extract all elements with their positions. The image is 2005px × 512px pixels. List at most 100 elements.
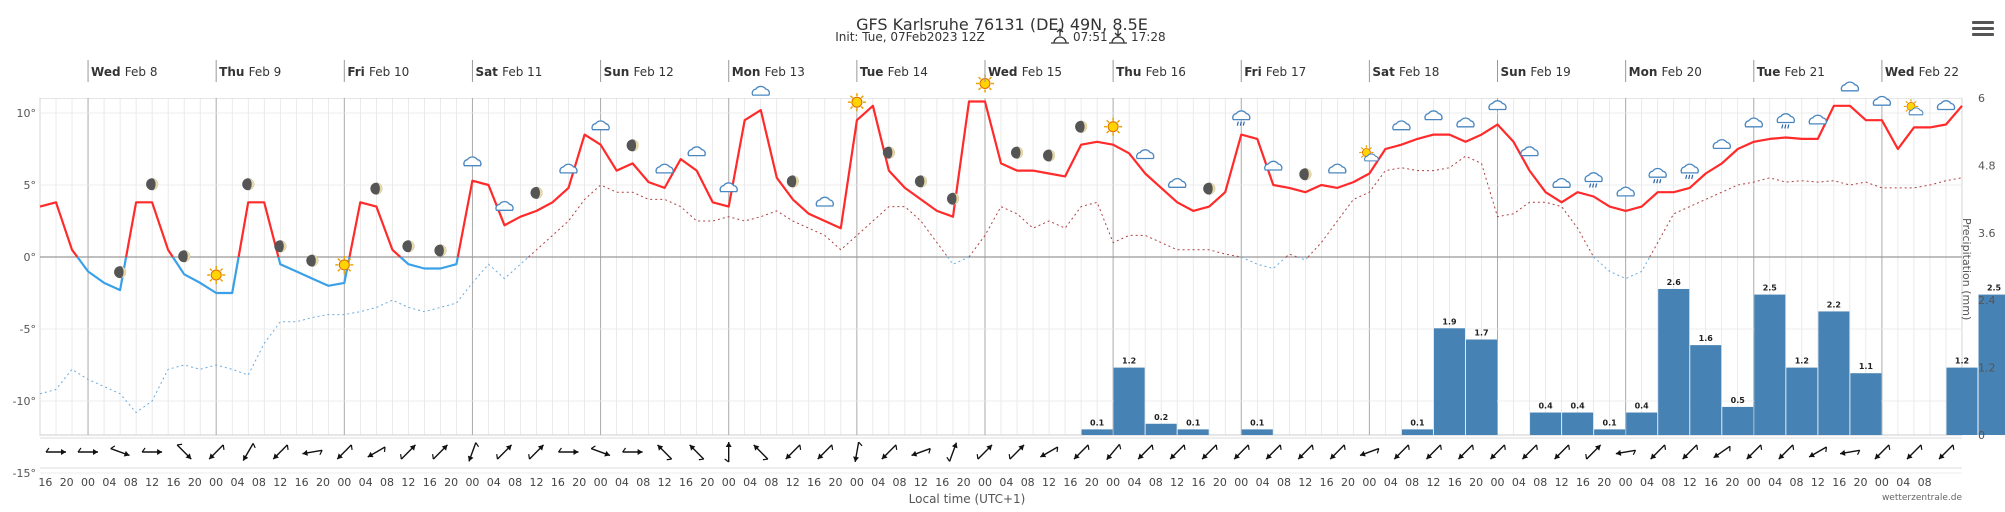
moon-icon — [242, 178, 255, 191]
moon-icon — [402, 240, 415, 253]
wind-arrow-icon — [657, 444, 673, 461]
cloud-icon — [1456, 117, 1475, 128]
hour-tick-label: 08 — [1277, 476, 1291, 489]
precip-value-label: 0.4 — [1571, 402, 1586, 411]
hour-tick-label: 00 — [1234, 476, 1248, 489]
precip-value-label: 1.7 — [1474, 329, 1488, 338]
moon-disc — [947, 192, 959, 205]
sunset-time: 17:28 — [1131, 30, 1166, 44]
day-label: Sat Feb 18 — [1372, 65, 1439, 79]
hour-tick-label: 04 — [1256, 476, 1270, 489]
hour-tick-label: 16 — [1063, 476, 1077, 489]
hour-tick-label: 16 — [38, 476, 52, 489]
cloud-shape — [1680, 163, 1699, 174]
hour-tick-label: 20 — [572, 476, 586, 489]
cloud-icon — [495, 200, 514, 211]
cloud-icon — [1616, 186, 1635, 197]
hour-tick-label: 08 — [893, 476, 907, 489]
temp-tick-label: 10° — [17, 107, 37, 120]
wind-barb — [1952, 444, 1955, 450]
moon-icon — [1203, 182, 1216, 195]
wind-barb — [1215, 444, 1218, 450]
sun-ray — [219, 268, 224, 272]
wind-arrow-icon — [176, 443, 192, 460]
sun-ray — [1360, 155, 1364, 159]
wind-head — [1330, 453, 1336, 460]
cloud-icon — [1264, 160, 1283, 171]
hour-tick-label: 12 — [1811, 476, 1825, 489]
hour-tick-label: 20 — [1597, 476, 1611, 489]
sunrise-icon — [1051, 28, 1069, 44]
temp-tick-label: -5° — [20, 323, 36, 336]
moon-icon — [114, 266, 127, 279]
precip-bar — [1626, 412, 1658, 435]
wind-arrow-icon — [1650, 444, 1667, 460]
hour-tick-label: 16 — [1448, 476, 1462, 489]
wind-barb — [622, 447, 627, 453]
rain-drop — [1653, 179, 1656, 184]
wind-barb — [177, 443, 183, 446]
wind-barb — [1888, 444, 1891, 450]
hour-tick-label: 12 — [1683, 476, 1697, 489]
hour-tick-label: 00 — [465, 476, 479, 489]
hour-tick-label: 16 — [1576, 476, 1590, 489]
wind-arrow-icon — [1585, 444, 1602, 460]
cloud-shape — [1264, 160, 1283, 171]
wind-arrow-icon — [1201, 444, 1218, 460]
hour-tick-label: 04 — [615, 476, 629, 489]
hour-tick-label: 20 — [444, 476, 458, 489]
wind-arrow-icon — [1554, 444, 1570, 460]
wind-head — [637, 449, 643, 455]
day-label: Wed Feb 22 — [1885, 65, 1959, 79]
hour-tick-label: 20 — [316, 476, 330, 489]
wind-arrow-icon — [1425, 444, 1442, 460]
moon-crescent — [792, 175, 799, 188]
hour-tick-label: 04 — [1127, 476, 1141, 489]
wind-arrow-icon — [1106, 443, 1122, 461]
sun-ray — [348, 268, 352, 272]
wind-arrow-icon — [1615, 449, 1637, 456]
hour-tick-label: 16 — [679, 476, 693, 489]
moon-disc — [146, 178, 159, 191]
precip-bar — [1145, 423, 1177, 435]
wind-head — [911, 450, 918, 457]
cloud-shape — [751, 85, 770, 96]
moon-disc — [434, 244, 447, 257]
precip-bar — [1754, 294, 1786, 435]
day-label: Tue Feb 14 — [860, 65, 928, 79]
sun-ray — [1116, 119, 1120, 123]
wind-arrow-icon — [1297, 444, 1314, 460]
rain-icon — [1584, 172, 1603, 188]
hamburger-menu-icon[interactable] — [1972, 18, 1994, 40]
wind-arrow-icon — [558, 447, 579, 455]
hour-tick-label: 04 — [359, 476, 373, 489]
wind-arrow-icon — [1906, 444, 1923, 460]
wind-arrow-icon — [689, 444, 705, 461]
precip-bar — [1433, 328, 1465, 435]
sun-icon — [1104, 117, 1123, 136]
moon-crescent — [1081, 120, 1088, 133]
wind-arrow-icon — [1265, 444, 1282, 460]
wind-arrow-icon — [1808, 446, 1828, 458]
hour-tick-label: 16 — [1832, 476, 1846, 489]
precip-bar — [1946, 367, 1978, 435]
hour-tick-label: 12 — [145, 476, 159, 489]
wind-barb — [1311, 444, 1314, 450]
wind-head — [1522, 453, 1529, 460]
wind-barb — [558, 447, 562, 453]
cloud-shape — [1872, 95, 1892, 106]
rain-icon — [1648, 167, 1667, 184]
cloud-shape — [1488, 100, 1507, 111]
wind-head — [123, 450, 130, 457]
cloud-shape — [1364, 153, 1379, 162]
wind-barb — [528, 454, 531, 460]
wind-barb — [698, 458, 704, 461]
hour-tick-label: 16 — [1704, 476, 1718, 489]
dewpoint-line-warm — [528, 184, 949, 258]
cloud-icon — [1364, 153, 1379, 162]
cloud-icon — [1908, 107, 1924, 116]
sun-ray — [988, 76, 992, 80]
wind-arrow-icon — [724, 442, 732, 463]
wind-head — [1938, 453, 1945, 460]
